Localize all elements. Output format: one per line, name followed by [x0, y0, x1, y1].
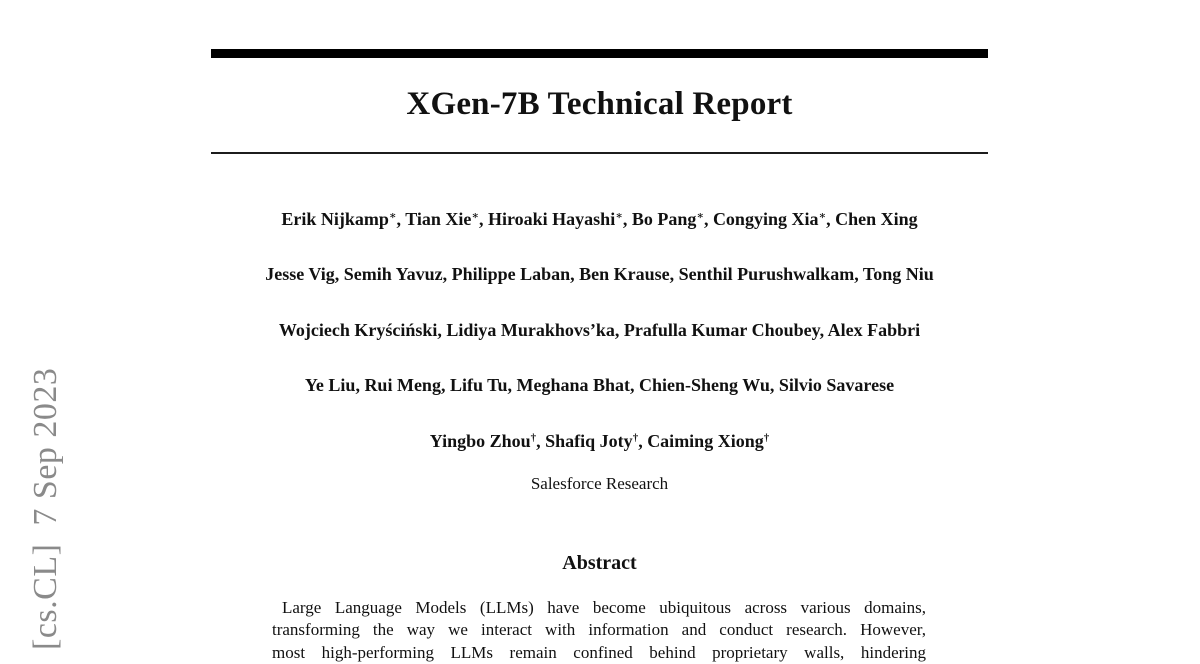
author-line: Wojciech Kryściński, Lidiya Murakhovs’ka… [278, 319, 921, 340]
author-footnote-marker: ∗ [615, 210, 623, 222]
affiliation: Salesforce Research [530, 474, 669, 493]
author-name: Erik Nijkamp [281, 209, 389, 229]
author-name: Senthil Purushwalkam [678, 264, 855, 285]
author-name: Lifu Tu [449, 375, 508, 396]
author-name: Chen Xing [835, 209, 918, 229]
author-name: Ye Liu [304, 375, 356, 396]
author-block: Erik Nijkamp∗, Tian Xie∗, Hiroaki Hayash… [161, 192, 1038, 469]
abstract-heading: Abstract [562, 552, 637, 574]
author-name: Jesse Vig [265, 264, 335, 285]
author-line: Ye Liu, Rui Meng, Lifu Tu, Meghana Bhat,… [304, 375, 895, 396]
author-name: Alex Fabbri [827, 319, 921, 340]
author-name: Congying Xia [712, 209, 819, 229]
abstract-line: most high-performing LLMs remain confine… [272, 642, 926, 662]
author-name: Meghana Bhat [516, 375, 631, 396]
author-line: Yingbo Zhou†, Shafiq Joty†, Caiming Xion… [429, 430, 770, 451]
author-footnote-marker: † [632, 431, 639, 444]
author-name: Philippe Laban [451, 264, 571, 285]
author-name: Ben Krause [579, 264, 670, 285]
author-footnote-marker: † [530, 431, 537, 444]
author-name: Rui Meng [364, 375, 441, 396]
author-name: Semih Yavuz [343, 264, 443, 285]
author-name: Caiming Xiong [647, 430, 764, 451]
abstract-text: Large Language Models (LLMs) have become… [272, 597, 926, 664]
author-name: Bo Pang [631, 209, 697, 229]
author-footnote-marker: † [763, 431, 770, 444]
author-name: Lidiya Murakhovs’ka [446, 319, 615, 340]
author-name: Tian Xie [405, 209, 472, 229]
title-rule-top [211, 49, 988, 58]
title-rule-bottom [211, 152, 988, 154]
author-name: Hiroaki Hayashi [488, 209, 616, 229]
paper-title: XGen-7B Technical Report [406, 86, 793, 122]
author-name: Shafiq Joty [545, 430, 633, 451]
abstract-line: transforming the way we interact with in… [272, 620, 926, 640]
author-name: Wojciech Kryściński [278, 319, 438, 340]
arxiv-stamp: [cs.CL] 7 Sep 2023 [27, 367, 64, 650]
author-name: Prafulla Kumar Choubey [623, 319, 820, 340]
author-footnote-marker: ∗ [818, 210, 827, 222]
author-footnote-marker: ∗ [388, 210, 397, 222]
author-footnote-marker: ∗ [471, 210, 479, 222]
author-name: Silvio Savarese [778, 375, 895, 396]
author-footnote-marker: ∗ [696, 210, 704, 222]
author-name: Tong Niu [862, 264, 934, 285]
author-line: Erik Nijkamp∗, Tian Xie∗, Hiroaki Hayash… [281, 209, 918, 229]
author-name: Yingbo Zhou [429, 430, 531, 451]
author-name: Chien-Sheng Wu [639, 375, 770, 396]
abstract-line: Large Language Models (LLMs) have become… [282, 598, 926, 617]
pdf-page: [cs.CL] 7 Sep 2023 XGen-7B Technical Rep… [27, 49, 1038, 662]
author-line: Jesse Vig, Semih Yavuz, Philippe Laban, … [265, 264, 934, 285]
